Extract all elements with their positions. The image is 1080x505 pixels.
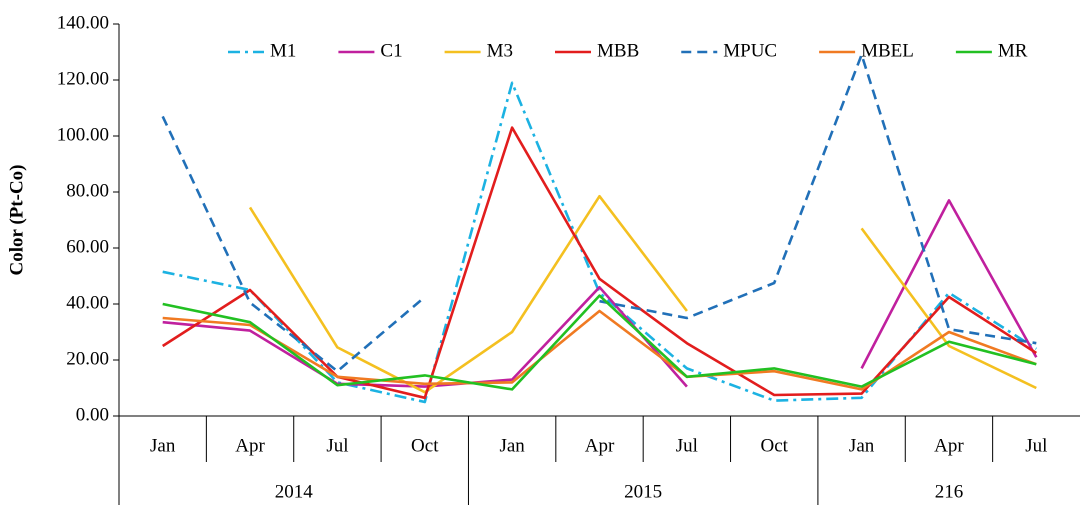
x-tick-label: Oct [411, 435, 439, 456]
y-tick-label: 80.00 [66, 180, 109, 201]
legend-label: MBEL [861, 40, 914, 61]
y-tick-label: 0.00 [76, 404, 109, 425]
x-tick-label: Apr [585, 435, 615, 456]
x-tick-label: Apr [235, 435, 265, 456]
group-label: 2015 [624, 481, 662, 502]
x-tick-label: Jul [326, 435, 348, 456]
legend-label: C1 [380, 40, 402, 61]
y-axis-label: Color (Pt-Co) [6, 165, 27, 276]
legend-label: MBB [597, 40, 639, 61]
y-tick-label: 20.00 [66, 348, 109, 369]
group-label: 2014 [275, 481, 314, 502]
y-tick-label: 60.00 [66, 236, 109, 257]
x-tick-label: Jul [1025, 435, 1047, 456]
series-line [162, 199, 1038, 388]
y-tick-label: 40.00 [66, 292, 109, 313]
x-tick-label: Apr [934, 435, 964, 456]
group-label: 216 [935, 481, 964, 502]
legend-label: MR [998, 40, 1028, 61]
series-line [161, 53, 1037, 373]
y-tick-label: 140.00 [57, 12, 109, 33]
series-line [162, 309, 1037, 391]
legend-label: M1 [270, 40, 296, 61]
y-tick-label: 100.00 [57, 124, 109, 145]
x-tick-label: Oct [761, 435, 789, 456]
series-line [248, 194, 1037, 394]
x-tick-label: Jan [499, 435, 525, 456]
x-tick-label: Jul [676, 435, 698, 456]
series-line [162, 294, 1037, 391]
legend-label: M3 [487, 40, 513, 61]
legend-label: MPUC [723, 40, 777, 61]
x-tick-label: Jan [150, 435, 176, 456]
y-tick-label: 120.00 [57, 68, 109, 89]
x-tick-label: Jan [849, 435, 875, 456]
